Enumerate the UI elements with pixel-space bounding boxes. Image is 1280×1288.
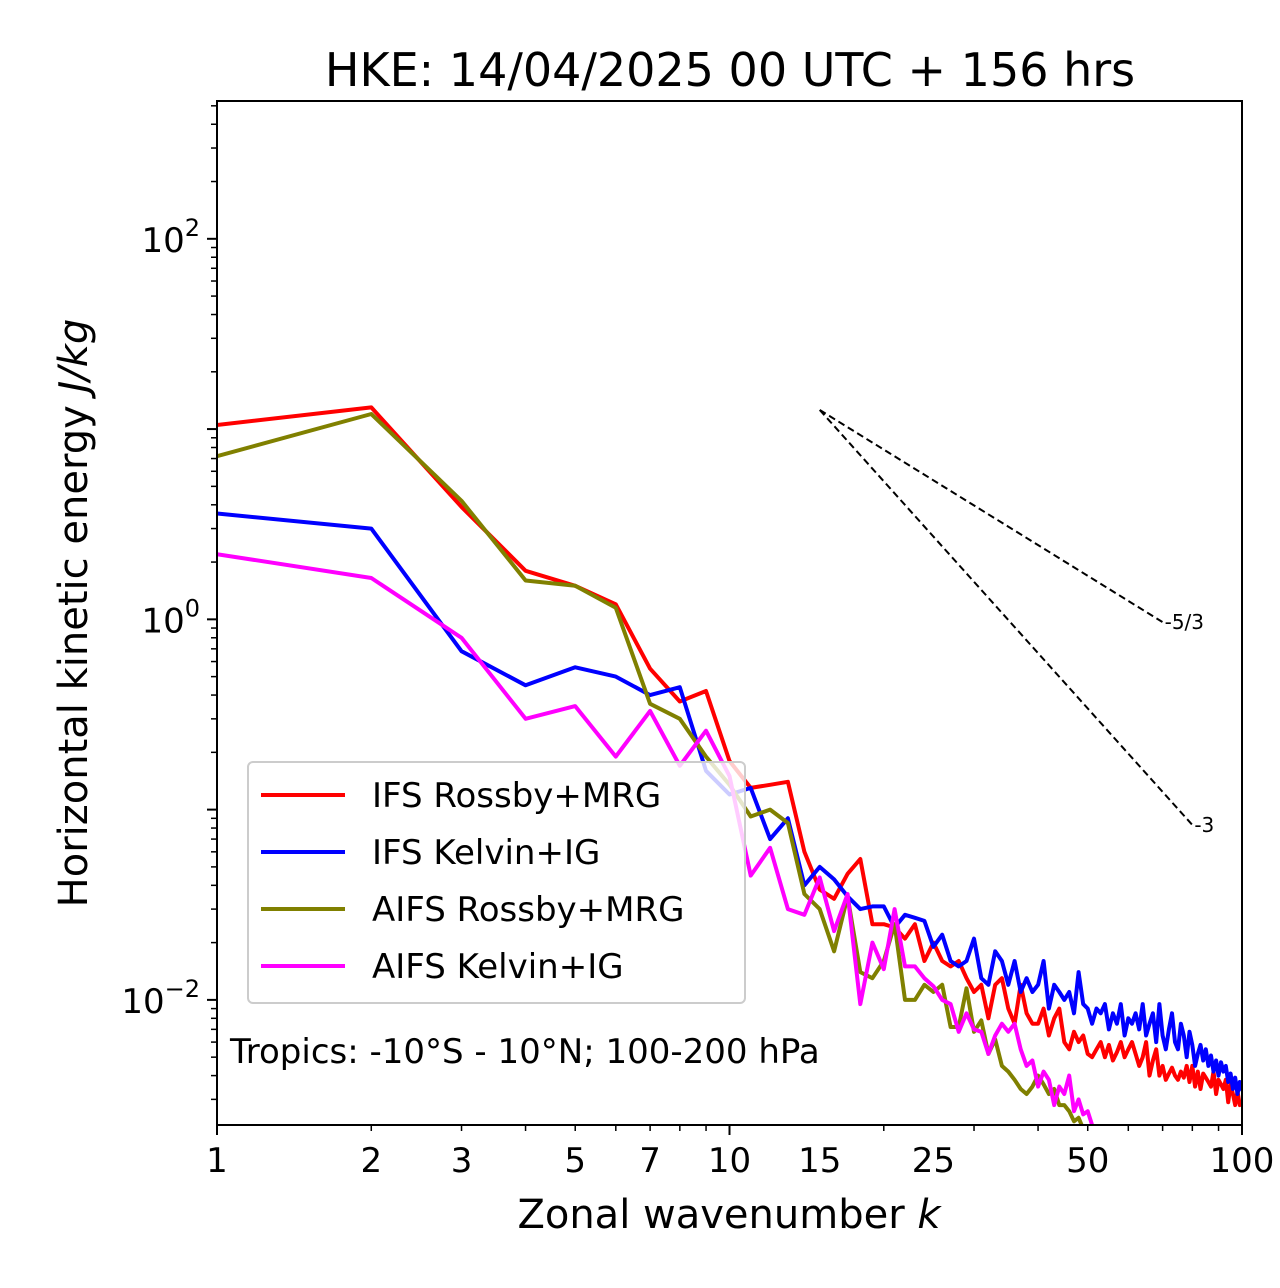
y-tick-label: 102 (141, 214, 200, 261)
legend-label-0: IFS Rossby+MRG (372, 776, 661, 816)
legend: IFS Rossby+MRG IFS Kelvin+IG AIFS Rossby+M… (247, 761, 746, 1004)
region-annotation: Tropics: -10°S - 10°N; 100-200 hPa (229, 1032, 820, 1072)
series-line-1 (217, 511, 1242, 1096)
y-axis-label-unit: J/kg (51, 319, 97, 400)
reference-lines: -5/3 -3 (819, 409, 1214, 837)
y-tick-exponent: 0 (185, 594, 200, 622)
y-tick-base: 10 (141, 601, 184, 641)
x-tick-label: 1 (206, 1141, 228, 1181)
x-tick-label: 25 (912, 1141, 955, 1181)
legend-label-1: IFS Kelvin+IG (372, 833, 600, 873)
x-tick-label: 7 (639, 1141, 661, 1181)
y-axis-label: Horizontal kinetic energy J/kg (51, 319, 97, 908)
x-axis-label-text: Zonal wavenumber (517, 1192, 917, 1238)
x-tick-label: 10 (708, 1141, 751, 1181)
y-tick-exponent: −2 (165, 975, 200, 1003)
y-tick-base: 10 (121, 982, 164, 1022)
y-tick-base: 10 (141, 221, 184, 261)
x-tick-label: 15 (798, 1141, 841, 1181)
x-axis-ticks: 1 2 3 5 7 10 15 25 50 100 (206, 1125, 1274, 1181)
legend-items: IFS Rossby+MRG IFS Kelvin+IG AIFS Rossby+M… (261, 776, 684, 987)
legend-box (247, 761, 746, 1004)
reference-line-label-0: -5/3 (1165, 610, 1204, 634)
x-tick-label: 50 (1066, 1141, 1109, 1181)
x-axis-label-var: k (917, 1192, 942, 1238)
x-tick-label: 100 (1210, 1141, 1275, 1181)
series-line-2 (217, 412, 1084, 1125)
reference-line-label-1: -3 (1194, 813, 1214, 837)
chart-title: HKE: 14/04/2025 00 UTC + 156 hrs (325, 43, 1135, 97)
reference-line-1 (819, 409, 1194, 826)
y-tick-label: 100 (141, 594, 200, 641)
x-tick-label: 3 (451, 1141, 473, 1181)
y-tick-exponent: 2 (185, 214, 200, 242)
legend-label-2: AIFS Rossby+MRG (372, 890, 684, 930)
series-line-0 (217, 405, 1242, 1108)
x-axis-label: Zonal wavenumber k (517, 1192, 942, 1238)
reference-line-0 (819, 409, 1164, 623)
legend-label-3: AIFS Kelvin+IG (372, 947, 624, 987)
y-axis-label-text: Horizontal kinetic energy (51, 393, 97, 908)
y-tick-label: 10−2 (121, 975, 200, 1022)
x-tick-label: 2 (360, 1141, 382, 1181)
x-tick-label: 5 (564, 1141, 586, 1181)
